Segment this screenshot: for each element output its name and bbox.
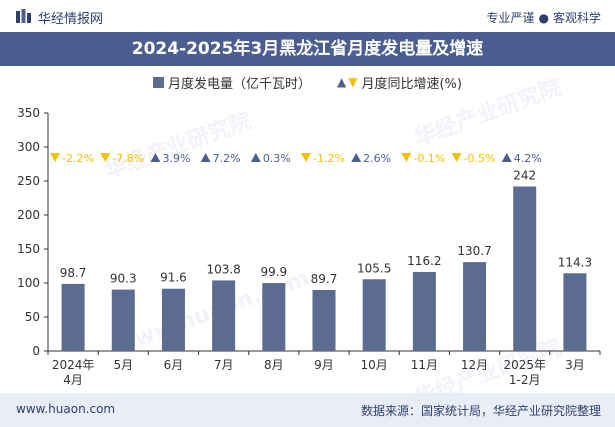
huajing-logo-icon [16,9,31,23]
bar-value-label: 89.7 [311,272,338,286]
growth-down-triangle-icon [301,153,311,162]
legend-item-growth: ▲ ▼ 月度同比增速(%) [337,73,462,92]
brand-name: 华经情报网 [38,12,104,27]
top-bar: 华经情报网 专业严谨 ● 客观科学 [0,0,615,32]
bar-value-label: 90.3 [110,272,137,286]
growth-rate-label: -0.1% [413,152,445,165]
bar-value-label: 130.7 [457,244,491,258]
x-tick-label: 11月 [411,358,438,372]
legend-bar-label: 月度发电量（亿千瓦时） [168,76,312,92]
growth-rate-label: -7.8% [112,152,144,165]
tagline-left: 专业严谨 [486,11,535,25]
triangle-down-icon: ▼ [348,75,358,89]
bar [563,273,587,351]
y-tick-label: 150 [17,242,40,256]
x-tick-label: 9月 [314,358,334,372]
y-tick-label: 50 [25,310,40,324]
x-tick-label: 7月 [214,358,234,372]
y-tick-label: 250 [17,174,40,188]
bar [412,271,436,351]
growth-up-triangle-icon [351,153,362,162]
tagline: 专业严谨 ● 客观科学 [486,9,601,26]
growth-rate-label: 4.2% [514,152,542,165]
bar [362,279,386,351]
data-source: 数据来源：国家统计局，华经产业研究院整理 [360,404,601,418]
footer: www.huaon.com 数据来源：国家统计局，华经产业研究院整理 [0,393,615,427]
footer-url: www.huaon.com [16,402,116,416]
bar-value-label: 99.9 [260,265,287,279]
chart-legend: 月度发电量（亿千瓦时） ▲ ▼ 月度同比增速(%) [0,72,615,92]
legend-item-bar: 月度发电量（亿千瓦时） [153,73,311,92]
y-tick-label: 100 [17,276,40,290]
bar [262,283,286,351]
growth-rate-label: -2.2% [62,152,94,165]
growth-down-triangle-icon [401,153,412,162]
growth-up-triangle-icon [150,153,161,162]
x-tick-label: 12月 [461,358,488,372]
growth-rate-label: 0.3% [263,152,291,165]
x-tick-label: 2025年 [503,358,546,372]
bar [61,283,85,351]
bar-value-label: 114.3 [558,255,592,269]
bar [212,280,236,351]
y-tick-label: 0 [32,344,40,358]
growth-up-triangle-icon [250,153,261,162]
growth-rate-label: 7.2% [213,152,241,165]
bar-value-label: 105.5 [357,261,391,275]
bar [312,290,336,351]
growth-down-triangle-icon [451,153,462,162]
growth-up-triangle-icon [200,153,211,162]
bar-value-label: 98.7 [60,266,87,280]
growth-rate-label: -1.2% [313,152,345,165]
x-tick-label: 6月 [164,358,184,372]
growth-down-triangle-icon [50,153,61,162]
x-tick-label: 10月 [361,358,388,372]
x-tick-label: 2024年 [52,358,95,372]
bar-value-label: 242 [513,168,536,182]
bar-swatch-icon [153,76,164,88]
tagline-right: 客观科学 [552,11,601,25]
dot-separator-icon: ● [538,11,549,25]
growth-down-triangle-icon [100,153,111,162]
bar-value-label: 91.6 [160,271,187,285]
x-tick-label: 1-2月 [509,373,541,387]
y-tick-label: 350 [17,106,40,120]
bar [111,289,135,351]
growth-rate-label: -0.5% [464,152,496,165]
growth-rate-label: 2.6% [363,152,391,165]
growth-rate-label: 3.9% [162,152,190,165]
x-tick-label: 3月 [565,358,585,372]
bar-value-label: 103.8 [206,262,240,276]
y-tick-label: 300 [17,140,40,154]
bar [513,186,537,351]
y-tick-label: 200 [17,208,40,222]
bar [161,288,185,351]
bar-value-label: 116.2 [407,254,441,268]
growth-up-triangle-icon [501,153,512,162]
x-tick-label: 8月 [264,358,284,372]
bar [463,262,487,351]
chart-title: 2024-2025年3月黑龙江省月度发电量及增速 [0,32,615,66]
x-tick-label: 5月 [113,358,133,372]
x-tick-label: 4月 [63,373,83,387]
triangle-up-icon: ▲ [337,75,347,89]
legend-growth-label: 月度同比增速(%) [361,76,462,92]
